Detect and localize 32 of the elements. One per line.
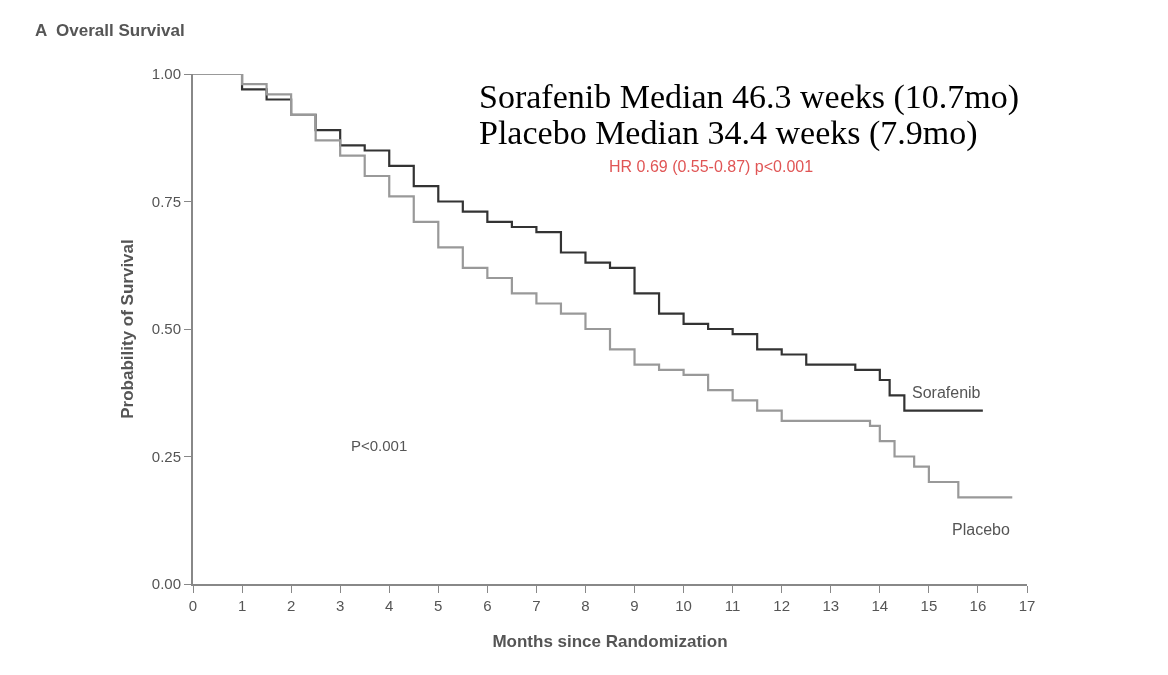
x-tick-label: 9 (630, 597, 639, 614)
chart-title: A Overall Survival (35, 20, 185, 40)
series-label: Placebo (952, 521, 1010, 538)
x-tick-label: 10 (675, 597, 692, 614)
x-tick-label: 12 (773, 597, 791, 614)
x-tick-label: 3 (336, 597, 345, 614)
x-tick-label: 4 (385, 597, 394, 614)
y-tick-label: 0.00 (151, 575, 181, 593)
x-tick-label: 11 (724, 597, 741, 614)
x-tick-label: 15 (920, 597, 938, 614)
x-tick-label: 5 (434, 597, 443, 614)
x-axis-title: Months since Randomization (492, 631, 728, 651)
annotation: Sorafenib Median 46.3 weeks (10.7mo) (479, 78, 1020, 116)
y-tick-label: 0.25 (151, 447, 181, 465)
x-tick-label: 14 (871, 597, 889, 614)
x-tick-label: 6 (483, 597, 492, 614)
annotation: P<0.001 (351, 437, 408, 454)
x-tick-label: 17 (1018, 597, 1036, 614)
y-tick-label: 1.00 (151, 65, 181, 83)
x-tick-label: 13 (822, 597, 840, 614)
series-label: Sorafenib (912, 384, 981, 401)
y-tick-label: 0.50 (151, 320, 181, 338)
x-tick-label: 1 (237, 597, 247, 614)
x-tick-label: 8 (581, 597, 590, 614)
x-tick-label: 2 (286, 597, 296, 614)
x-tick-label: 16 (969, 597, 987, 614)
y-tick-label: 0.75 (151, 192, 181, 210)
y-axis-title: Probability of Survival (117, 239, 137, 419)
annotation: HR 0.69 (0.55-0.87) p<0.001 (609, 158, 814, 175)
x-tick-label: 0 (188, 597, 198, 614)
x-tick-label: 7 (532, 597, 541, 614)
annotation: Placebo Median 34.4 weeks (7.9mo) (479, 114, 978, 152)
